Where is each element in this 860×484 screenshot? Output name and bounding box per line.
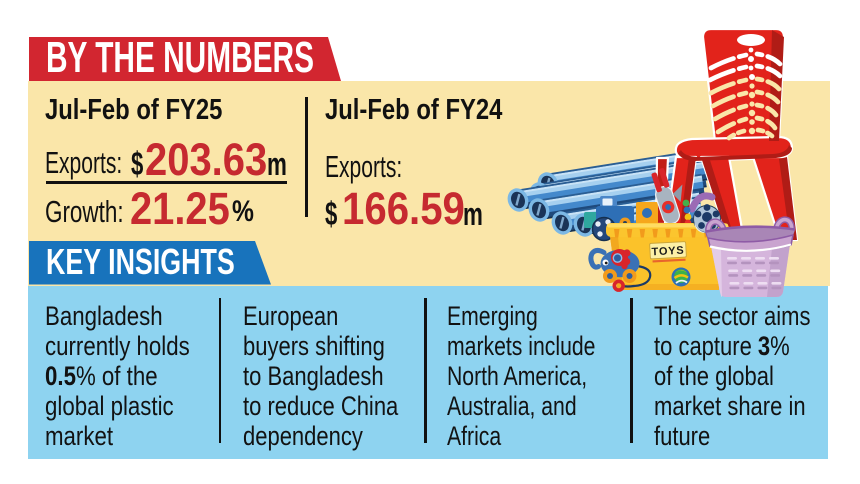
svg-text:TOYS: TOYS <box>651 245 685 259</box>
